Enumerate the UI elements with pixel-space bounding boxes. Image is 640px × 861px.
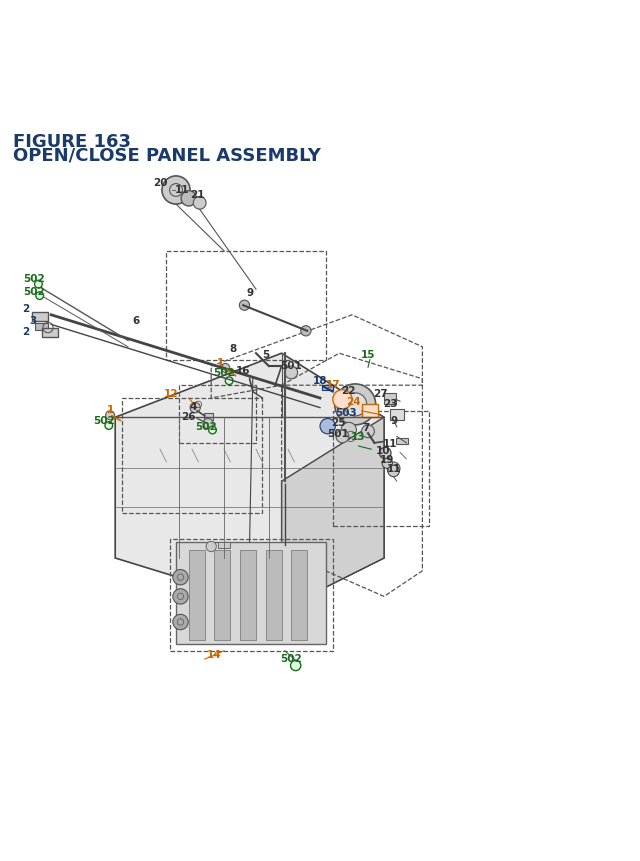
Bar: [204, 413, 213, 421]
Circle shape: [190, 403, 200, 413]
Text: 25: 25: [331, 418, 345, 428]
Circle shape: [291, 660, 301, 671]
Text: 1: 1: [106, 405, 114, 414]
Circle shape: [193, 197, 206, 210]
Bar: [362, 405, 378, 418]
Bar: [333, 412, 429, 526]
Text: 15: 15: [361, 350, 375, 360]
Bar: [42, 328, 58, 338]
Bar: [396, 438, 408, 444]
Text: 9: 9: [246, 288, 253, 298]
Text: 502: 502: [213, 368, 235, 378]
Circle shape: [181, 191, 196, 207]
Text: 501: 501: [280, 360, 302, 370]
Circle shape: [206, 542, 216, 552]
Text: 9: 9: [390, 416, 397, 426]
Text: 11: 11: [175, 185, 189, 195]
Text: 18: 18: [313, 375, 327, 386]
Bar: [390, 409, 404, 421]
Text: FIGURE 163: FIGURE 163: [13, 133, 131, 152]
Text: 502: 502: [280, 653, 302, 664]
Text: 502: 502: [195, 422, 217, 431]
Circle shape: [335, 385, 376, 425]
Polygon shape: [115, 354, 384, 610]
Text: 11: 11: [387, 464, 401, 474]
Circle shape: [239, 300, 250, 311]
Text: 502: 502: [23, 287, 45, 297]
Bar: [176, 542, 326, 645]
Text: 502: 502: [23, 273, 45, 283]
Circle shape: [173, 615, 188, 630]
Circle shape: [301, 326, 311, 337]
Circle shape: [36, 293, 44, 300]
Bar: [384, 393, 396, 405]
Circle shape: [35, 281, 42, 288]
Bar: [32, 313, 48, 322]
Circle shape: [162, 177, 190, 205]
Bar: [218, 542, 230, 548]
Circle shape: [341, 423, 356, 438]
Text: 17: 17: [326, 380, 340, 389]
Circle shape: [382, 459, 392, 469]
Bar: [240, 551, 256, 641]
Circle shape: [221, 364, 230, 373]
Circle shape: [387, 462, 400, 475]
Text: 16: 16: [236, 366, 250, 376]
Text: 3: 3: [29, 315, 37, 325]
Circle shape: [225, 377, 233, 385]
Text: 1: 1: [217, 357, 225, 367]
Text: 6: 6: [132, 315, 140, 325]
Text: 14: 14: [207, 649, 221, 660]
Circle shape: [106, 412, 115, 420]
Text: 11: 11: [383, 438, 397, 449]
Text: 5: 5: [262, 350, 269, 360]
Bar: [179, 386, 256, 443]
Text: 19: 19: [380, 455, 394, 464]
Text: 8: 8: [229, 344, 237, 354]
Text: 13: 13: [351, 432, 365, 442]
Circle shape: [173, 570, 188, 585]
Text: 503: 503: [335, 407, 356, 418]
Text: 22: 22: [342, 386, 356, 396]
Text: 27: 27: [374, 388, 388, 399]
Circle shape: [209, 427, 216, 434]
Circle shape: [173, 589, 188, 604]
Bar: [170, 539, 333, 651]
Text: 2: 2: [22, 304, 29, 314]
Polygon shape: [282, 418, 384, 610]
Circle shape: [336, 430, 349, 443]
Text: 12: 12: [164, 388, 179, 399]
Circle shape: [333, 390, 352, 409]
Text: 7: 7: [362, 422, 370, 432]
Text: 4: 4: [189, 401, 197, 412]
Text: 10: 10: [376, 446, 390, 456]
Bar: [166, 251, 326, 360]
Text: 20: 20: [153, 177, 167, 188]
Circle shape: [388, 466, 399, 477]
Circle shape: [285, 367, 298, 380]
Circle shape: [362, 425, 374, 438]
Bar: [189, 551, 205, 641]
Text: 501: 501: [327, 428, 349, 438]
Circle shape: [380, 448, 391, 459]
Bar: [214, 551, 230, 641]
Text: 2: 2: [22, 326, 29, 337]
Text: 26: 26: [182, 412, 196, 421]
Bar: [35, 324, 48, 330]
Bar: [122, 399, 262, 514]
Text: 502: 502: [93, 416, 115, 426]
Bar: [322, 386, 333, 390]
Circle shape: [344, 393, 367, 417]
Circle shape: [105, 422, 113, 430]
Text: 24: 24: [347, 397, 361, 406]
Text: 21: 21: [190, 190, 204, 201]
Text: 23: 23: [383, 399, 397, 409]
Circle shape: [203, 419, 213, 430]
Bar: [266, 551, 282, 641]
Bar: [291, 551, 307, 641]
Text: OPEN/CLOSE PANEL ASSEMBLY: OPEN/CLOSE PANEL ASSEMBLY: [13, 146, 321, 164]
Circle shape: [320, 419, 335, 434]
